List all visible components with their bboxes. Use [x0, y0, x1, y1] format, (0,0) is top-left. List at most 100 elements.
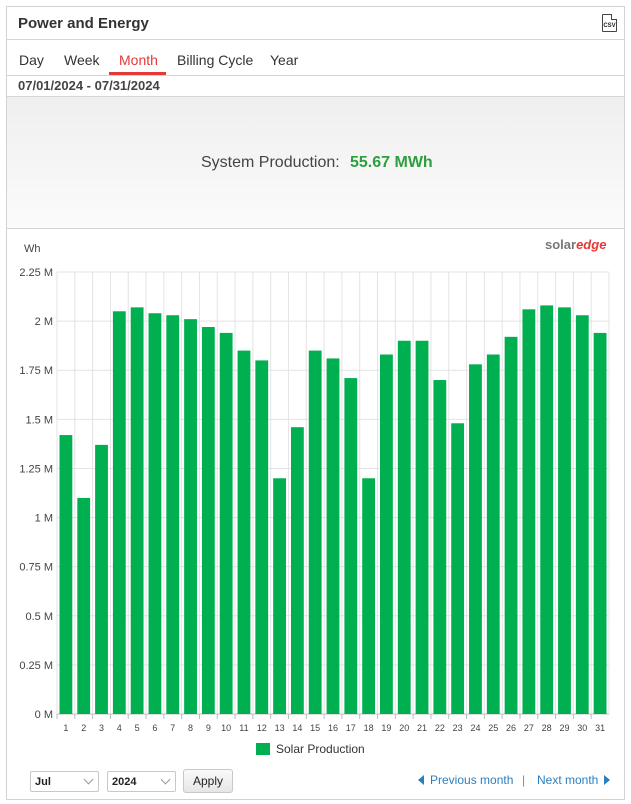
bar-day-1[interactable]: [59, 435, 73, 714]
bar-day-13[interactable]: [273, 478, 286, 714]
y-tick-label: 2 M: [35, 316, 53, 328]
x-tick-label: 28: [542, 723, 552, 733]
bar-day-27[interactable]: [522, 309, 536, 714]
bar-day-21[interactable]: [415, 340, 429, 714]
x-tick-label: 1: [63, 723, 68, 733]
bar-day-17[interactable]: [344, 378, 358, 714]
next-month-label: Next month: [537, 773, 599, 787]
x-tick-label: 9: [206, 723, 211, 733]
month-select[interactable]: Jul: [30, 771, 99, 792]
system-production-value: 55.67 MWh: [350, 154, 433, 171]
x-tick-label: 3: [99, 723, 104, 733]
solaredge-logo: solaredge: [545, 237, 607, 252]
production-summary: System Production: 55.67 MWh: [7, 96, 624, 229]
y-tick-label: 0.25 M: [19, 660, 53, 672]
x-tick-label: 31: [595, 723, 605, 733]
x-tick-label: 6: [152, 723, 157, 733]
legend-label: Solar Production: [276, 742, 365, 756]
bar-day-24[interactable]: [469, 364, 482, 714]
production-chart: Wh 0 M 0.25 M 0.5 M 0.75 M 1 M 1.25 M 1.5 M 1.7…: [19, 243, 610, 733]
bar-day-2[interactable]: [77, 497, 91, 714]
y-tick-label: 1 M: [35, 513, 53, 525]
x-tick-label: 8: [188, 723, 193, 733]
x-tick-label: 20: [399, 723, 409, 733]
bar-day-28[interactable]: [540, 305, 554, 714]
bar-day-18[interactable]: [362, 478, 376, 714]
bar-day-15[interactable]: [308, 350, 322, 714]
panel-header: Power and Energy CSV: [7, 7, 624, 40]
x-tick-label: 17: [346, 723, 356, 733]
y-axis-label: Wh: [24, 243, 41, 255]
tab-week[interactable]: Week: [64, 52, 100, 68]
y-tick-label: 0.75 M: [19, 562, 53, 574]
x-tick-label: 14: [292, 723, 302, 733]
bar-day-4[interactable]: [112, 311, 126, 714]
bar-day-25[interactable]: [486, 354, 500, 714]
bar-day-29[interactable]: [558, 307, 571, 714]
bar-day-22[interactable]: [433, 380, 447, 714]
y-tick-label: 1.5 M: [25, 414, 53, 426]
bar-day-9[interactable]: [201, 327, 215, 714]
apply-button[interactable]: Apply: [183, 769, 233, 793]
y-tick-label: 1.75 M: [19, 365, 53, 377]
x-tick-label: 23: [453, 723, 463, 733]
x-tick-label: 11: [239, 723, 248, 733]
x-tick-label: 5: [135, 723, 140, 733]
y-tick-label: 2.25 M: [19, 267, 53, 279]
y-tick-label: 0 M: [35, 709, 53, 721]
next-month-link[interactable]: Next month: [537, 773, 611, 787]
bar-day-10[interactable]: [219, 332, 233, 714]
previous-month-link[interactable]: Previous month: [418, 773, 513, 787]
x-tick-label: 27: [524, 723, 534, 733]
year-select-value: 2024: [112, 776, 137, 788]
bar-day-23[interactable]: [451, 423, 465, 714]
triangle-left-icon: [418, 775, 424, 785]
year-select[interactable]: 2024: [107, 771, 176, 792]
triangle-right-icon: [604, 775, 611, 785]
tab-year[interactable]: Year: [270, 52, 299, 68]
bar-day-16[interactable]: [326, 358, 340, 714]
date-range: 07/01/2024 - 07/31/2024: [18, 78, 160, 93]
bar-day-20[interactable]: [397, 340, 411, 714]
x-tick-label: 15: [310, 723, 320, 733]
month-select-value: Jul: [35, 776, 51, 788]
bar-day-19[interactable]: [380, 354, 393, 714]
bar-day-8[interactable]: [184, 319, 197, 714]
nav-separator: |: [522, 773, 526, 787]
period-tabs: Day Week Month Billing Cycle Year: [7, 40, 624, 76]
active-tab-indicator: [109, 72, 166, 75]
tab-day[interactable]: Day: [19, 52, 44, 68]
previous-month-label: Previous month: [430, 773, 514, 787]
bar-day-31[interactable]: [593, 332, 607, 714]
csv-icon-label: CSV: [603, 23, 616, 29]
bar-day-11[interactable]: [237, 350, 251, 714]
bar-day-26[interactable]: [504, 336, 518, 714]
x-tick-label: 26: [506, 723, 516, 733]
bar-day-3[interactable]: [95, 444, 108, 714]
csv-export-icon[interactable]: CSV: [602, 14, 617, 32]
chevron-down-icon: [160, 774, 171, 785]
bar-day-12[interactable]: [255, 360, 269, 714]
x-tick-label: 10: [221, 723, 231, 733]
x-tick-label: 13: [275, 723, 285, 733]
x-tick-label: 18: [364, 723, 374, 733]
bar-day-7[interactable]: [166, 315, 180, 714]
tab-billing-cycle[interactable]: Billing Cycle: [177, 52, 254, 68]
x-tick-label: 16: [328, 723, 338, 733]
x-tick-label: 21: [417, 723, 427, 733]
legend-swatch: [256, 743, 270, 755]
tab-month[interactable]: Month: [119, 52, 158, 68]
chevron-down-icon: [83, 774, 94, 785]
x-tick-label: 29: [559, 723, 569, 733]
y-tick-label: 0.5 M: [25, 611, 53, 623]
x-tick-label: 2: [81, 723, 86, 733]
bar-day-30[interactable]: [575, 315, 589, 714]
system-production-label: System Production:: [201, 154, 340, 171]
y-tick-label: 1.25 M: [19, 463, 53, 475]
bar-day-6[interactable]: [148, 313, 162, 714]
bar-day-14[interactable]: [290, 427, 304, 714]
chart-legend[interactable]: Solar Production: [256, 742, 365, 756]
x-tick-label: 19: [381, 723, 391, 733]
bar-day-5[interactable]: [130, 307, 144, 714]
x-tick-label: 30: [577, 723, 587, 733]
